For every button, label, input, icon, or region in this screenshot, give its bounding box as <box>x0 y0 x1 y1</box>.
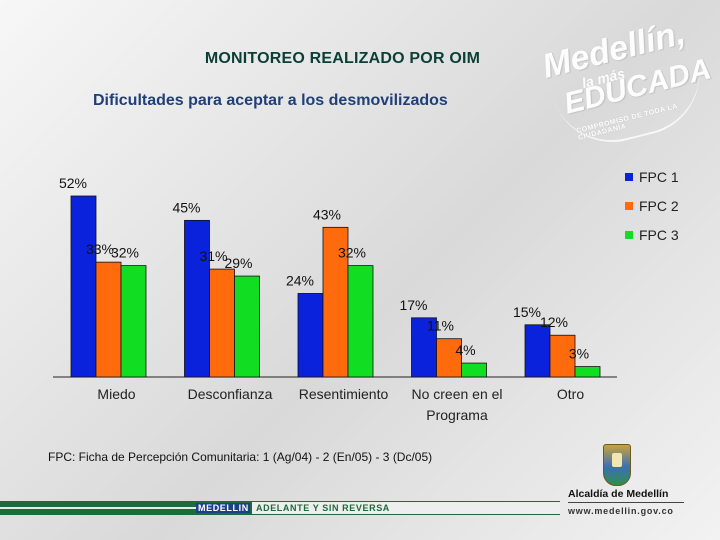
data-label-2-3: 43% <box>313 206 341 222</box>
data-label-2-4: 11% <box>427 318 454 334</box>
alcaldia-name: Alcaldía de Medellín <box>568 488 669 500</box>
bar-2-1 <box>95 261 122 378</box>
bar-3-3 <box>347 265 374 378</box>
data-label-1-1: 52% <box>59 175 87 191</box>
bar-3-2 <box>234 275 260 378</box>
bars-layer <box>70 195 601 378</box>
data-label-3-5: 3% <box>569 346 589 362</box>
legend-swatch-3 <box>625 231 633 239</box>
legend-swatch-1 <box>625 173 633 181</box>
legend-label-3: FPC 3 <box>639 227 679 243</box>
data-label-1-4: 17% <box>399 297 427 313</box>
data-label-3-2: 29% <box>224 255 252 271</box>
bar-1-5 <box>524 324 551 378</box>
banner-slogan: ADELANTE Y SIN REVERSA <box>256 503 390 513</box>
bar-2-2 <box>209 268 235 378</box>
bar-2-3 <box>322 226 349 378</box>
bar-3-5 <box>574 366 601 378</box>
category-label-4-1: No creen en el <box>411 386 502 402</box>
bar-2-4 <box>436 338 462 378</box>
data-label-2-1: 33% <box>86 241 114 257</box>
banner-slogan-box <box>252 502 560 514</box>
banner-city-box <box>196 503 250 513</box>
legend-swatch-2 <box>625 202 633 210</box>
bar-1-1 <box>70 195 97 378</box>
data-label-1-2: 45% <box>172 199 200 215</box>
category-label-2-1: Desconfianza <box>188 386 273 402</box>
bar-3-1 <box>120 265 147 378</box>
data-label-2-5: 12% <box>540 314 568 330</box>
data-label-2-2: 31% <box>199 248 227 264</box>
data-label-3-4: 4% <box>455 342 475 358</box>
category-label-1-1: Miedo <box>97 386 135 402</box>
labels-layer: 52%33%32%Miedo45%31%29%Desconfianza24%43… <box>59 175 589 423</box>
bottom-banner: MEDELLIN ADELANTE Y SIN REVERSA <box>0 501 560 515</box>
alcaldia-logo: Alcaldía de Medellín www.medellin.gov.co <box>535 437 690 527</box>
logo-divider <box>568 502 684 503</box>
banner-stripe <box>0 507 196 509</box>
data-label-3-1: 32% <box>111 245 139 261</box>
footnote: FPC: Ficha de Percepción Comunitaria: 1 … <box>48 450 433 464</box>
data-label-1-5: 15% <box>513 304 541 320</box>
bar-1-3 <box>297 293 324 378</box>
category-label-4-2: Programa <box>426 407 488 423</box>
bar-1-2 <box>184 219 210 378</box>
website-link[interactable]: www.medellin.gov.co <box>568 506 674 516</box>
legend: FPC 1 FPC 2 FPC 3 <box>625 169 679 243</box>
data-label-1-3: 24% <box>286 272 314 288</box>
legend-label-1: FPC 1 <box>639 169 679 185</box>
bar-2-5 <box>549 334 576 378</box>
category-label-5-1: Otro <box>557 386 584 402</box>
coat-of-arms-icon <box>603 444 631 486</box>
legend-label-2: FPC 2 <box>639 198 679 214</box>
chart-subtitle: Dificultades para aceptar a los desmovil… <box>93 92 448 109</box>
data-label-3-3: 32% <box>338 245 366 261</box>
bar-3-4 <box>461 362 487 378</box>
banner-city: MEDELLIN <box>198 503 249 513</box>
category-label-3-1: Resentimiento <box>299 386 389 402</box>
slide-title: MONITOREO REALIZADO POR OIM <box>204 50 481 67</box>
